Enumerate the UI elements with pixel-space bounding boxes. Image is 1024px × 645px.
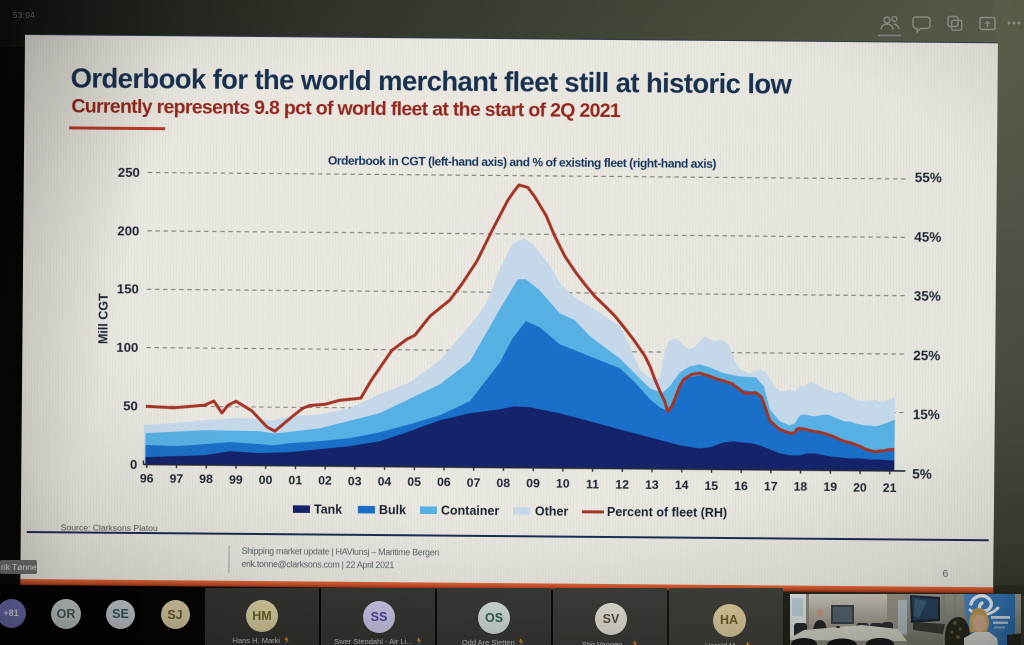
- svg-text:17: 17: [764, 479, 778, 493]
- svg-text:05: 05: [407, 475, 421, 489]
- svg-text:100: 100: [116, 340, 138, 355]
- svg-text:25%: 25%: [913, 348, 940, 363]
- svg-text:0: 0: [130, 457, 137, 472]
- svg-text:Mill CGT: Mill CGT: [96, 293, 110, 344]
- svg-text:150: 150: [117, 281, 139, 296]
- svg-text:15%: 15%: [913, 407, 940, 422]
- svg-text:09: 09: [526, 476, 540, 490]
- svg-text:00: 00: [259, 473, 273, 487]
- svg-text:96: 96: [140, 471, 154, 485]
- svg-text:99: 99: [229, 473, 243, 487]
- svg-text:97: 97: [169, 472, 183, 486]
- svg-text:15: 15: [704, 479, 718, 493]
- svg-text:50: 50: [123, 398, 138, 413]
- svg-text:Other: Other: [535, 504, 569, 518]
- svg-text:55%: 55%: [915, 170, 942, 185]
- svg-text:Tank: Tank: [314, 502, 342, 516]
- svg-text:07: 07: [467, 476, 481, 490]
- svg-text:19: 19: [823, 480, 837, 494]
- svg-text:01: 01: [288, 473, 302, 487]
- svg-text:10: 10: [556, 477, 570, 491]
- svg-text:200: 200: [117, 223, 139, 238]
- svg-text:18: 18: [794, 480, 808, 494]
- svg-text:13: 13: [645, 478, 659, 492]
- svg-text:08: 08: [496, 476, 510, 490]
- svg-text:Percent of fleet (RH): Percent of fleet (RH): [607, 505, 727, 520]
- svg-text:21: 21: [883, 481, 897, 495]
- svg-text:Container: Container: [441, 504, 500, 518]
- svg-text:20: 20: [853, 480, 867, 494]
- svg-text:45%: 45%: [914, 230, 941, 245]
- svg-text:16: 16: [734, 479, 748, 493]
- svg-text:03: 03: [348, 474, 362, 488]
- svg-text:98: 98: [199, 472, 213, 486]
- svg-text:06: 06: [437, 475, 451, 489]
- svg-text:11: 11: [586, 477, 599, 491]
- svg-text:Bulk: Bulk: [379, 503, 406, 517]
- svg-text:5%: 5%: [912, 467, 932, 482]
- svg-text:250: 250: [118, 165, 140, 180]
- svg-text:02: 02: [318, 474, 332, 488]
- svg-text:12: 12: [615, 477, 629, 491]
- svg-text:04: 04: [378, 475, 392, 489]
- svg-text:35%: 35%: [914, 289, 941, 304]
- svg-text:14: 14: [675, 478, 689, 492]
